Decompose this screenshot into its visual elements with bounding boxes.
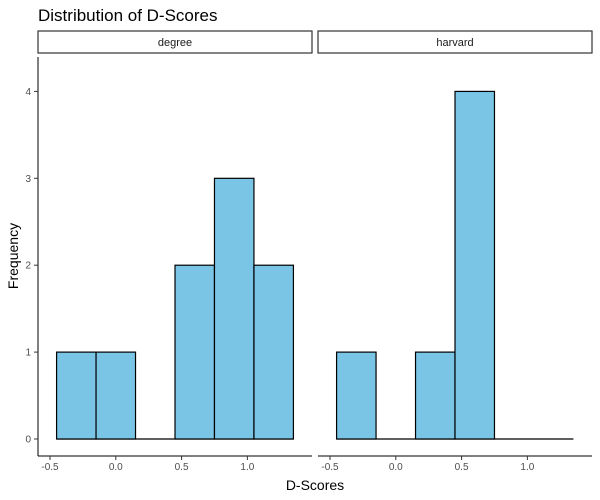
histogram-bar xyxy=(253,264,295,440)
panel-harvard: harvard -0.5 0.0 0.5 1.0 xyxy=(317,30,593,473)
histogram-bar xyxy=(454,90,496,440)
y-axis-label: Frequency xyxy=(5,223,21,289)
y-tick-label: 4 xyxy=(25,87,31,98)
y-tick-label: 3 xyxy=(25,174,31,185)
x-ticks-degree: -0.5 0.0 0.5 1.0 xyxy=(41,456,255,473)
bars-degree xyxy=(55,177,295,440)
panel-degree: degree -0.5 0.0 0.5 1.0 0 1 2 3 4 xyxy=(25,30,313,473)
strip-label-degree: degree xyxy=(158,37,192,49)
y-tick-label: 0 xyxy=(25,435,31,446)
histogram-bar xyxy=(95,351,137,440)
y-tick-label: 2 xyxy=(25,261,31,272)
y-ticks: 0 1 2 3 4 xyxy=(25,87,38,446)
strip-harvard xyxy=(317,30,593,54)
x-tick-label: -0.5 xyxy=(41,462,59,473)
strip-label-harvard: harvard xyxy=(436,37,473,49)
x-axis-label: D-Scores xyxy=(286,477,344,493)
histogram-bar xyxy=(55,351,97,440)
histogram-bar xyxy=(213,177,255,440)
chart-title: Distribution of D-Scores xyxy=(38,6,218,25)
x-tick-label: 0.5 xyxy=(455,462,469,473)
x-tick-label: 0.5 xyxy=(175,462,189,473)
strip-degree xyxy=(37,30,313,54)
histogram-bar xyxy=(414,351,456,440)
y-tick-label: 1 xyxy=(25,348,31,359)
histogram-bar xyxy=(335,351,377,440)
x-tick-label: 1.0 xyxy=(520,462,534,473)
x-tick-label: -0.5 xyxy=(321,462,339,473)
x-tick-label: 1.0 xyxy=(240,462,254,473)
x-ticks-harvard: -0.5 0.0 0.5 1.0 xyxy=(321,456,535,473)
x-tick-label: 0.0 xyxy=(109,462,123,473)
x-tick-label: 0.0 xyxy=(389,462,403,473)
histogram-bar xyxy=(174,264,216,440)
bars-harvard xyxy=(335,90,574,440)
